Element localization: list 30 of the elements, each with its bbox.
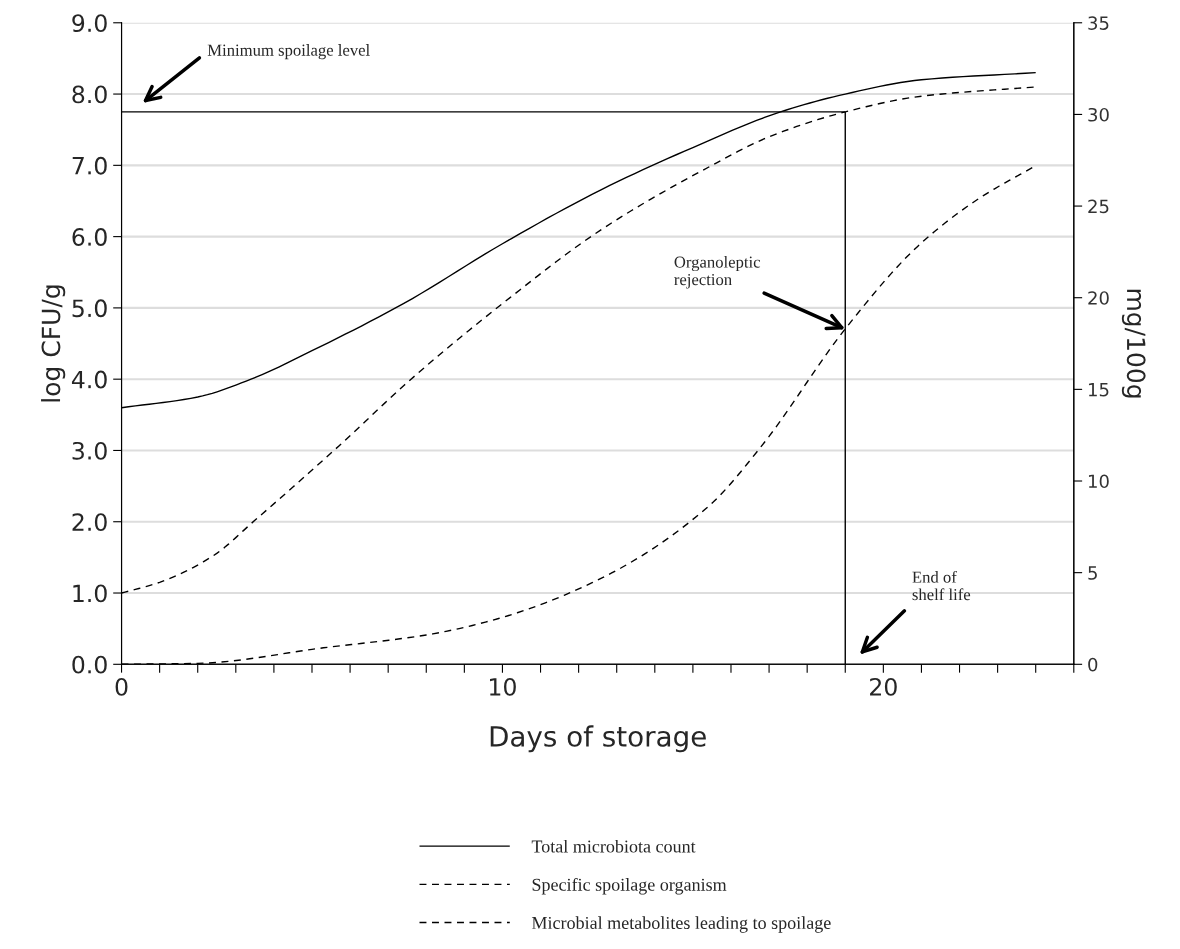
legend-label: Microbial metabolites leading to spoilage: [531, 916, 831, 933]
x-tick-label: 20: [870, 677, 897, 696]
y-tick-label: 7.0: [72, 156, 107, 175]
annotation: Organoleptic rejection: [674, 255, 761, 289]
y-tick-label: 6.0: [72, 228, 107, 246]
y-tick-label: 1.0: [73, 584, 107, 603]
y-tick-label: 3.0: [72, 441, 107, 460]
y2-tick-label: 20: [1088, 291, 1109, 305]
y-tick-label: 0.0: [72, 655, 107, 674]
y2-tick-label: 5: [1088, 566, 1097, 580]
y2-tick-label: 10: [1088, 474, 1109, 489]
y-tick-label: 4.0: [71, 370, 107, 389]
annotation: Minimum spoilage level: [207, 44, 370, 60]
y2-axis-title: mg/100g: [1121, 289, 1146, 398]
y2-tick-label: 25: [1088, 199, 1109, 214]
y-tick-label: 9.0: [72, 14, 107, 33]
y2-tick-label: 0: [1088, 657, 1098, 672]
x-tick-label: 10: [490, 677, 516, 696]
x-axis-title: Days of storage: [490, 725, 706, 753]
y-tick-label: 5.0: [72, 299, 107, 318]
annotation: End of shelf life: [912, 570, 971, 601]
y-tick-label: 8.0: [72, 85, 107, 104]
x-tick-label: 0: [115, 677, 128, 696]
y2-tick-label: 35: [1088, 16, 1109, 30]
y-axis-title: log CFU/g: [41, 285, 66, 402]
y2-tick-label: 15: [1088, 383, 1109, 397]
y-tick-label: 2.0: [72, 513, 107, 532]
legend-label: Specific spoilage organism: [532, 877, 727, 895]
y2-tick-label: 30: [1088, 107, 1109, 122]
legend-label: Total microbiota count: [531, 839, 696, 853]
